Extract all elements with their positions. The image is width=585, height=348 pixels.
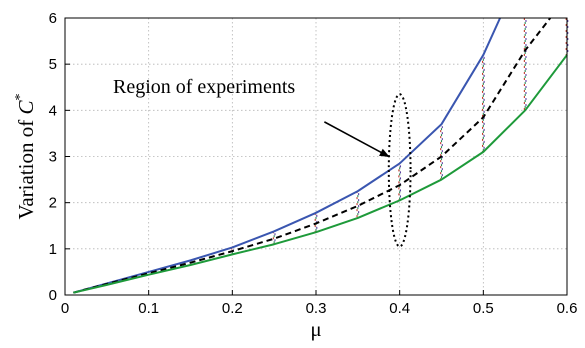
- y-tick-label: 4: [49, 102, 57, 119]
- annotation-arrow: [323, 121, 390, 158]
- error-bar: [272, 231, 276, 245]
- error-bar: [565, 18, 569, 55]
- annotation: Region of experiments: [113, 76, 412, 248]
- x-tick-label: 0.5: [473, 300, 494, 317]
- experiment-region-ellipse: [387, 93, 412, 248]
- series-group: [73, 17, 568, 294]
- y-tick-label: 1: [49, 241, 57, 258]
- x-tick-label: 0: [61, 300, 69, 317]
- series-line-solid: [73, 17, 501, 294]
- series-line-solid: [73, 54, 568, 294]
- y-axis-label-prefix: Variation of: [14, 115, 38, 220]
- y-tick-label: 6: [49, 10, 57, 27]
- y-axis-label-symbol: C: [14, 100, 38, 115]
- x-tick-label: 0.6: [557, 300, 578, 317]
- error-bar: [523, 18, 527, 111]
- error-bar: [398, 163, 402, 201]
- x-tick-label: 0.4: [389, 300, 410, 317]
- y-tick-label: 3: [49, 149, 57, 166]
- error-bar: [440, 124, 443, 180]
- ticks: 0 0.1 0.2 0.3 0.4 0.5 0.6 0 1 2 3 4 5 6: [49, 10, 578, 317]
- annotation-label: Region of experiments: [113, 76, 295, 98]
- x-axis-label: μ: [310, 317, 321, 341]
- y-tick-label: 0: [49, 287, 57, 304]
- x-tick-label: 0.3: [306, 300, 327, 317]
- x-tick-label: 0.2: [222, 300, 243, 317]
- plot-background: [65, 18, 567, 295]
- y-tick-label: 2: [49, 195, 57, 212]
- series-line-dashed: [73, 17, 552, 294]
- y-tick-label: 5: [49, 56, 57, 73]
- error-bars: [230, 18, 569, 255]
- x-tick-label: 0.1: [138, 300, 159, 317]
- y-axis-label-superscript: *: [13, 94, 28, 101]
- error-bar: [481, 54, 485, 152]
- y-axis-label: Variation of C*: [13, 94, 38, 220]
- error-bar: [356, 191, 360, 218]
